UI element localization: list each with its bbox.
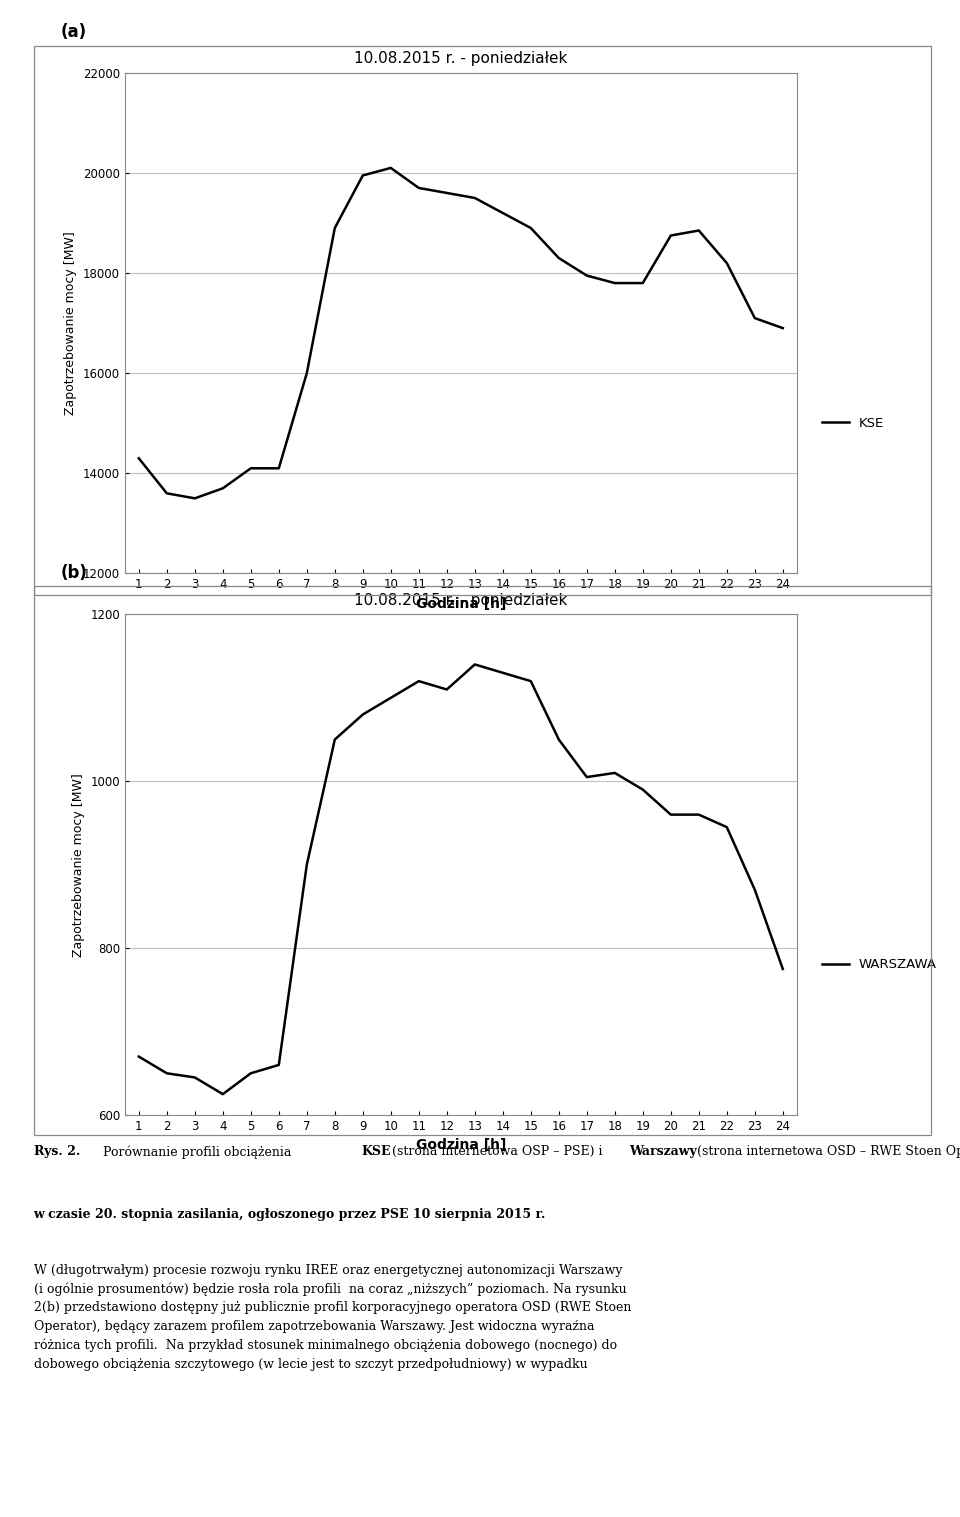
Text: Porównanie profili obciążenia: Porównanie profili obciążenia [95, 1145, 295, 1159]
Text: w czasie 20. stopnia zasilania, ogłoszonego przez PSE 10 sierpnia 2015 r.: w czasie 20. stopnia zasilania, ogłoszon… [34, 1208, 546, 1221]
X-axis label: Godzina [h]: Godzina [h] [416, 596, 506, 611]
Text: W (długotrwałym) procesie rozwoju rynku IREE oraz energetycznej autonomizacji Wa: W (długotrwałym) procesie rozwoju rynku … [34, 1264, 631, 1371]
Text: (strona internetowa OSP – PSE) i: (strona internetowa OSP – PSE) i [388, 1145, 607, 1159]
Text: (b): (b) [61, 564, 87, 583]
Text: KSE: KSE [361, 1145, 391, 1159]
X-axis label: Godzina [h]: Godzina [h] [416, 1138, 506, 1153]
Legend: WARSZAWA: WARSZAWA [817, 953, 943, 977]
Legend: KSE: KSE [817, 411, 890, 435]
Text: Rys. 2.: Rys. 2. [34, 1145, 80, 1159]
Y-axis label: Zapotrzebowanie mocy [MW]: Zapotrzebowanie mocy [MW] [72, 772, 84, 957]
Text: (a): (a) [61, 23, 87, 41]
Y-axis label: Zapotrzebowanie mocy [MW]: Zapotrzebowanie mocy [MW] [64, 231, 77, 416]
Text: Warszawy: Warszawy [629, 1145, 696, 1159]
Title: 10.08.2015 r. - poniedziałek: 10.08.2015 r. - poniedziałek [354, 593, 567, 608]
Text: (strona internetowa OSD – RWE Stoen Operator): (strona internetowa OSD – RWE Stoen Oper… [693, 1145, 960, 1159]
Title: 10.08.2015 r. - poniedziałek: 10.08.2015 r. - poniedziałek [354, 52, 567, 67]
